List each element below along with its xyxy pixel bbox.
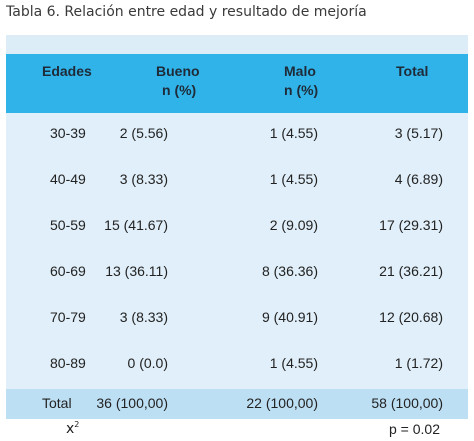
- header-malo-label: Malo: [284, 63, 316, 79]
- cell-bueno: 2 (5.56): [119, 125, 168, 141]
- results-table: Edades Bueno n (%) Malo n (%) Total 30-3…: [6, 35, 468, 419]
- header-bueno: Bueno n (%): [156, 62, 200, 100]
- table-top-band: [6, 35, 468, 54]
- cell-edad: 40-49: [50, 171, 86, 187]
- p-value: p = 0.02: [389, 421, 440, 437]
- table-row: 60-69 13 (36.11) 8 (36.36) 21 (36.21): [6, 251, 468, 297]
- chi-symbol: x: [66, 421, 75, 437]
- cell-malo: 2 (9.09): [269, 217, 318, 233]
- cell-total: 4 (6.89): [394, 171, 443, 187]
- statistics-row: x2 p = 0.02: [6, 419, 468, 441]
- cell-malo: 8 (36.36): [261, 263, 318, 279]
- header-malo: Malo n (%): [284, 62, 318, 100]
- table-row: 50-59 15 (41.67) 2 (9.09) 17 (29.31): [6, 205, 468, 251]
- chi-exponent: 2: [74, 420, 80, 429]
- cell-malo: 1 (4.55): [269, 355, 318, 371]
- table-row: 80-89 0 (0.0) 1 (4.55) 1 (1.72): [6, 343, 468, 389]
- footer-malo: 22 (100,00): [246, 395, 318, 411]
- cell-total: 1 (1.72): [394, 355, 443, 371]
- chi-square-label: x2: [66, 420, 79, 437]
- table-row: 30-39 2 (5.56) 1 (4.55) 3 (5.17): [6, 113, 468, 159]
- table-body: 30-39 2 (5.56) 1 (4.55) 3 (5.17) 40-49 3…: [6, 113, 468, 389]
- header-bueno-unit: n (%): [162, 82, 197, 98]
- cell-bueno: 3 (8.33): [119, 309, 168, 325]
- table-row: 70-79 3 (8.33) 9 (40.91) 12 (20.68): [6, 297, 468, 343]
- cell-bueno: 13 (36.11): [105, 263, 168, 279]
- cell-bueno: 15 (41.67): [104, 217, 168, 233]
- header-edades: Edades: [42, 63, 92, 79]
- cell-total: 3 (5.17): [394, 125, 443, 141]
- cell-edad: 30-39: [50, 125, 86, 141]
- table-caption: Tabla 6. Relación entre edad y resultado…: [6, 4, 367, 20]
- footer-total: 58 (100,00): [371, 395, 443, 411]
- table-footer-total: Total 36 (100,00) 22 (100,00) 58 (100,00…: [6, 389, 468, 419]
- cell-edad: 80-89: [50, 355, 86, 371]
- cell-bueno: 0 (0.0): [127, 355, 168, 371]
- header-total: Total: [396, 63, 429, 79]
- header-malo-unit: n (%): [284, 82, 319, 98]
- cell-malo: 1 (4.55): [269, 125, 318, 141]
- table-header: Edades Bueno n (%) Malo n (%) Total: [6, 54, 468, 113]
- cell-total: 21 (36.21): [379, 263, 443, 279]
- cell-total: 17 (29.31): [379, 217, 443, 233]
- header-bueno-label: Bueno: [156, 63, 200, 79]
- footer-label: Total: [42, 395, 72, 411]
- footer-bueno: 36 (100,00): [96, 395, 168, 411]
- cell-total: 12 (20.68): [379, 309, 443, 325]
- cell-edad: 60-69: [50, 263, 86, 279]
- cell-edad: 50-59: [50, 217, 86, 233]
- cell-edad: 70-79: [50, 309, 86, 325]
- cell-malo: 1 (4.55): [269, 171, 318, 187]
- table-row: 40-49 3 (8.33) 1 (4.55) 4 (6.89): [6, 159, 468, 205]
- cell-malo: 9 (40.91): [261, 309, 318, 325]
- cell-bueno: 3 (8.33): [119, 171, 168, 187]
